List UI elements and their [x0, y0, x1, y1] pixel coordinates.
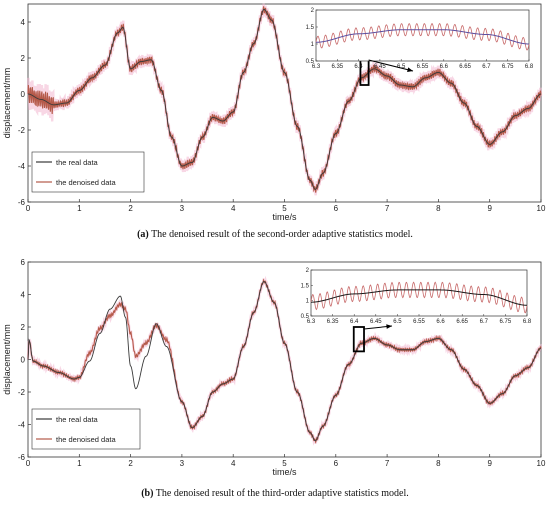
y-tick-label-a-4: 2 [21, 54, 26, 63]
inset-y-tick-label-a-0: 0.5 [306, 59, 315, 65]
x-tick-label-b-6: 6 [334, 459, 339, 468]
x-tick-label-b-0: 0 [26, 459, 31, 468]
inset-y-tick-label-b-3: 2 [306, 268, 310, 274]
y-tick-label-b-3: 0 [21, 356, 26, 365]
y-tick-label-b-5: 4 [21, 291, 26, 300]
y-tick-label-b-0: -6 [18, 453, 26, 462]
x-tick-label-a-4: 4 [231, 204, 236, 213]
zoom-arrow-line-a [368, 59, 414, 72]
inset-x-tick-label-b-8: 6.7 [480, 319, 489, 325]
x-tick-label-b-4: 4 [231, 459, 236, 468]
inset-x-tick-label-b-6: 6.6 [436, 319, 445, 325]
x-tick-label-a-8: 8 [436, 204, 441, 213]
caption-a: (a) The denoised result of the second-or… [0, 229, 550, 240]
legend-label-a-1: the denoised data [56, 178, 116, 187]
x-tick-label-a-3: 3 [180, 204, 185, 213]
panel-a-chart: 0 1 2 3 4 5 6 7 8 9 10 -6 -4 -2 0 2 4 time/s displacement/… [2, 3, 546, 222]
inset-x-tick-label-b-0: 6.3 [307, 319, 316, 325]
x-axis-label-b: time/s [272, 467, 297, 477]
zoom-arrow-head-a [407, 67, 413, 72]
inset-x-tick-label-a-7: 6.65 [459, 64, 471, 70]
x-axis-label-a: time/s [272, 212, 297, 222]
inset-x-tick-label-a-3: 6.45 [374, 64, 386, 70]
x-tick-label-b-10: 10 [537, 459, 546, 468]
y-tick-label-b-1: -4 [18, 421, 26, 430]
inset-y-tick-label-b-0: 0.5 [301, 314, 310, 320]
inset-x-tick-label-a-2: 6.4 [354, 64, 363, 70]
x-tick-label-b-1: 1 [77, 459, 82, 468]
x-tick-label-a-6: 6 [334, 204, 339, 213]
legend-label-a-0: the real data [56, 158, 99, 167]
y-tick-label-a-5: 4 [21, 18, 26, 27]
series-line-real-b [27, 281, 542, 442]
inset-x-tick-label-b-5: 6.55 [413, 319, 425, 325]
inset-x-tick-label-a-10: 6.8 [525, 64, 534, 70]
inset-x-tick-label-a-6: 6.6 [440, 64, 449, 70]
inset-y-tick-label-a-2: 1.5 [306, 25, 315, 31]
inset-x-tick-label-b-9: 6.75 [500, 319, 512, 325]
series-line-real-a [27, 8, 542, 190]
y-tick-label-a-3: 0 [21, 90, 26, 99]
y-tick-label-b-6: 6 [21, 258, 26, 267]
inset-x-tick-label-b-1: 6.35 [327, 319, 339, 325]
x-tick-label-b-3: 3 [180, 459, 185, 468]
y-axis-label-b: displacement/mm [2, 324, 12, 395]
legend-label-b-1: the denoised data [56, 435, 116, 444]
x-tick-label-b-9: 9 [487, 459, 492, 468]
inset-x-tick-label-b-3: 6.45 [370, 319, 382, 325]
x-tick-label-a-7: 7 [385, 204, 390, 213]
x-tick-label-b-7: 7 [385, 459, 390, 468]
legend-label-b-0: the real data [56, 415, 99, 424]
zoom-box-b [352, 326, 365, 353]
zoom-arrow-head-b [386, 324, 392, 329]
x-tick-label-a-0: 0 [26, 204, 31, 213]
y-tick-label-b-4: 2 [21, 323, 26, 332]
legend-box-b [31, 408, 141, 450]
x-tick-label-b-2: 2 [128, 459, 133, 468]
caption-a-tag: (a) [137, 229, 149, 240]
x-tick-label-b-8: 8 [436, 459, 441, 468]
inset-x-tick-label-a-9: 6.75 [502, 64, 514, 70]
y-tick-label-a-2: -2 [18, 126, 26, 135]
x-tick-label-b-5: 5 [282, 459, 287, 468]
inset-real-line-b [311, 289, 528, 306]
x-tick-label-a-1: 1 [77, 204, 82, 213]
inset-x-tick-label-a-5: 6.55 [417, 64, 429, 70]
caption-b: (b) The denoised result of the third-ord… [0, 488, 550, 499]
y-tick-label-a-1: -4 [18, 162, 26, 171]
x-tick-label-a-2: 2 [128, 204, 133, 213]
inset-y-tick-label-b-2: 1.5 [301, 283, 310, 289]
y-axis-label-a: displacement/mm [2, 68, 12, 139]
inset-y-tick-label-a-1: 1 [311, 42, 315, 48]
x-tick-label-a-5: 5 [282, 204, 287, 213]
panel-b-chart: 0 1 2 3 4 5 6 7 8 9 10 -6 -4 -2 0 2 4 6 time/s displacement… [2, 258, 546, 477]
inset-y-tick-label-b-1: 1 [306, 299, 310, 305]
x-tick-label-a-10: 10 [537, 204, 546, 213]
inset-x-tick-label-a-1: 6.35 [331, 64, 343, 70]
x-tick-label-a-9: 9 [487, 204, 492, 213]
inset-x-tick-label-a-4: 6.5 [397, 64, 406, 70]
inset-x-tick-label-a-0: 6.3 [312, 64, 321, 70]
caption-b-text: The denoised result of the third-order a… [155, 488, 409, 499]
y-tick-label-b-2: -2 [18, 388, 26, 397]
inset-real-line-a [316, 29, 529, 45]
caption-a-text: The denoised result of the second-order … [151, 229, 413, 240]
inset-x-tick-label-b-10: 6.8 [523, 319, 532, 325]
inset-x-tick-label-b-2: 6.4 [350, 319, 359, 325]
inset-x-tick-label-b-4: 6.5 [393, 319, 402, 325]
inset-y-tick-label-a-3: 2 [311, 8, 315, 14]
y-tick-label-a-0: -6 [18, 198, 26, 207]
legend-box-a [31, 151, 145, 193]
inset-x-tick-label-a-8: 6.7 [482, 64, 491, 70]
inset-x-tick-label-b-7: 6.65 [456, 319, 468, 325]
caption-b-tag: (b) [141, 488, 154, 499]
